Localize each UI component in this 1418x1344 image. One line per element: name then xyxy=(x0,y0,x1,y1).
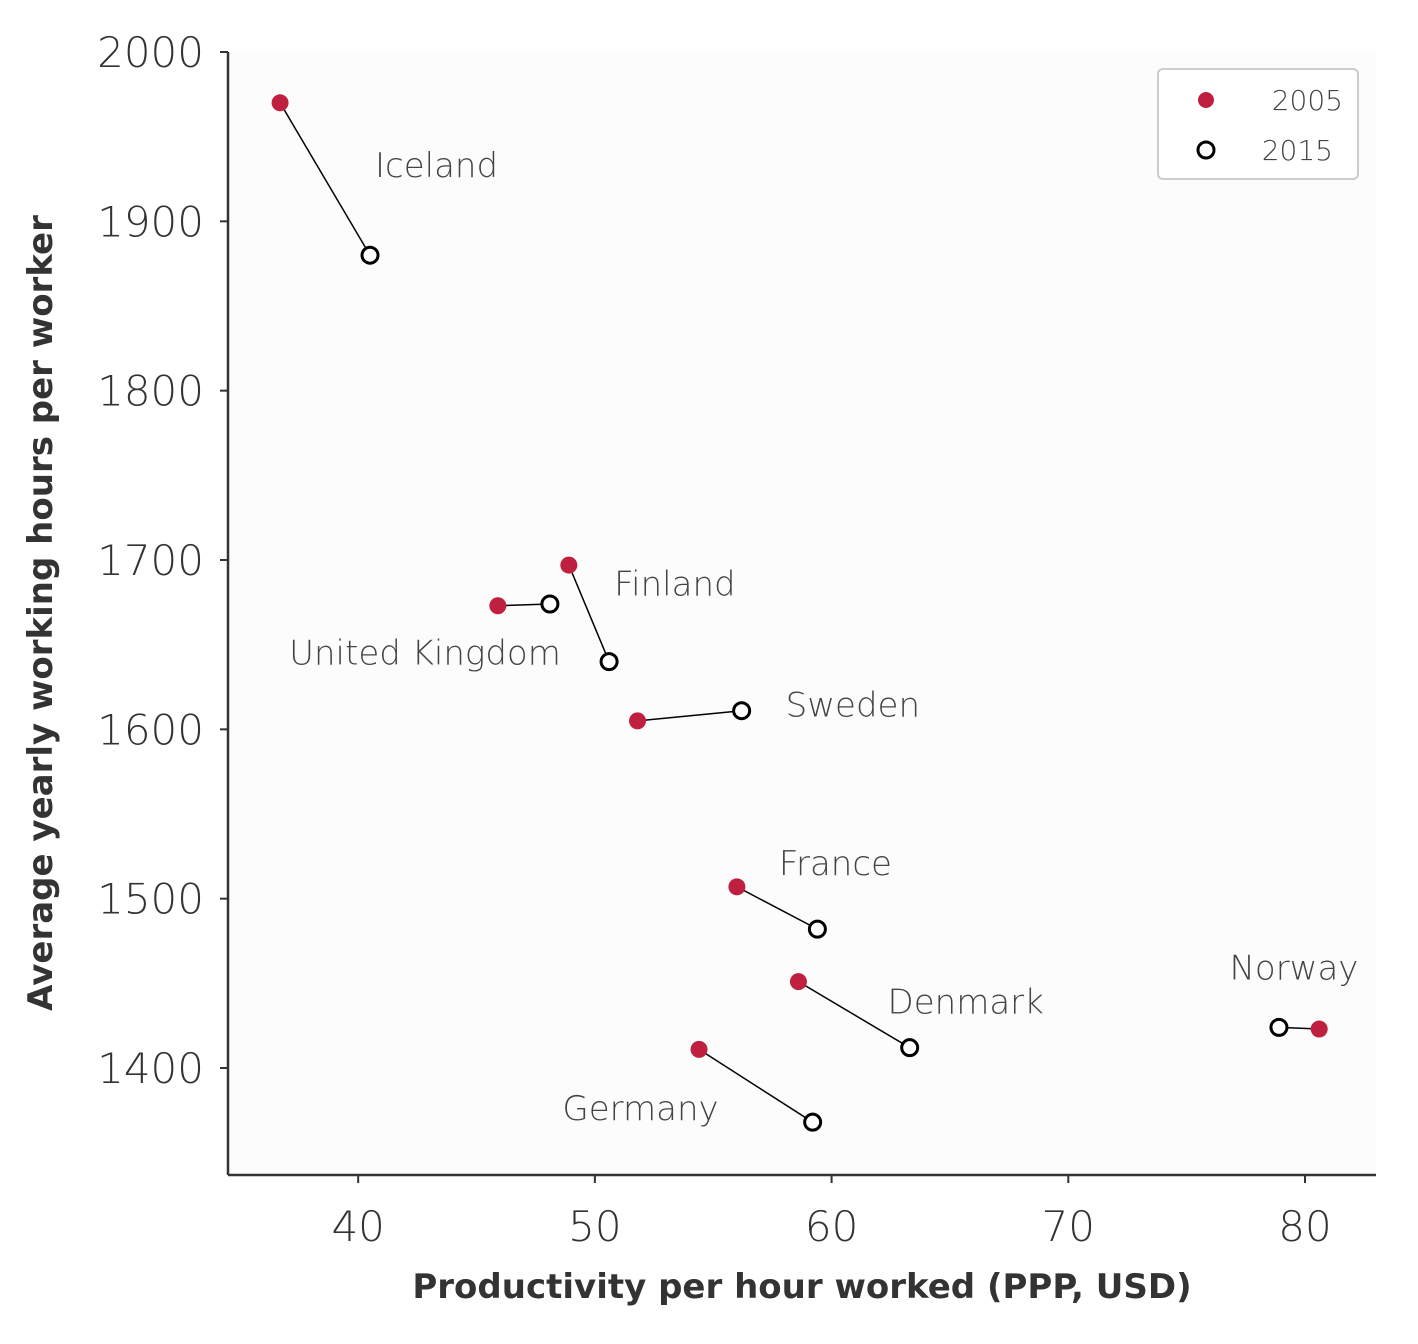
x-axis-title: Productivity per hour worked (PPP, USD) xyxy=(412,1267,1191,1307)
y-axis-ticks: 1400 1500 1600 1700 1800 1900 2000 xyxy=(97,28,228,1093)
point-2015-germany xyxy=(803,1112,823,1132)
y-tick-label-2000: 2000 xyxy=(97,28,204,77)
connector-denmark xyxy=(798,980,911,1049)
x-axis-ticks: 40 50 60 70 80 xyxy=(331,1175,1332,1251)
x-tick-label-40: 40 xyxy=(331,1202,384,1251)
y-tick-label-1500: 1500 xyxy=(97,875,204,924)
point-2015-finland xyxy=(599,652,619,672)
y-tick-label-1900: 1900 xyxy=(97,197,204,246)
legend: 2005 2015 xyxy=(1157,68,1359,180)
country-label-norway: Norway xyxy=(1229,948,1358,988)
connector-germany xyxy=(698,1048,814,1123)
country-label-finland: Finland xyxy=(614,565,736,605)
point-2005-finland xyxy=(560,556,578,574)
x-tick-label-50: 50 xyxy=(568,1202,621,1251)
legend-label-2015: 2015 xyxy=(1262,134,1333,167)
legend-marker-2005 xyxy=(1198,92,1214,108)
country-label-france: France xyxy=(779,844,892,884)
point-2005-iceland xyxy=(271,94,289,112)
legend-label-2005: 2005 xyxy=(1272,84,1343,117)
point-2005-germany xyxy=(690,1040,708,1058)
legend-marker-2015 xyxy=(1196,140,1216,160)
country-label-sweden: Sweden xyxy=(786,686,920,726)
point-2005-united-kingdom xyxy=(489,597,507,615)
point-2005-denmark xyxy=(789,973,807,991)
plot-background xyxy=(228,52,1376,1175)
country-labels: Iceland Finland United Kingdom Sweden France… xyxy=(289,146,1358,1129)
connector-sweden xyxy=(637,709,742,722)
country-label-united-kingdom: United Kingdom xyxy=(289,634,561,674)
x-tick-label-80: 80 xyxy=(1278,1202,1331,1251)
point-2015-norway xyxy=(1269,1017,1289,1037)
point-2015-iceland xyxy=(360,245,380,265)
y-axis-title: Average yearly working hours per worker xyxy=(21,215,61,1011)
country-label-denmark: Denmark xyxy=(888,983,1044,1023)
point-2005-sweden xyxy=(628,712,646,730)
connector-finland xyxy=(568,564,610,662)
point-2015-denmark xyxy=(900,1038,920,1058)
connector-iceland xyxy=(279,102,371,256)
country-label-iceland: Iceland xyxy=(375,146,498,186)
point-2005-france xyxy=(728,878,746,896)
country-label-germany: Germany xyxy=(562,1089,718,1129)
x-tick-label-60: 60 xyxy=(805,1202,858,1251)
y-tick-label-1800: 1800 xyxy=(97,367,204,416)
data-points xyxy=(271,94,1328,1132)
point-2015-sweden xyxy=(732,701,752,721)
point-2015-united-kingdom xyxy=(540,594,560,614)
point-2005-norway xyxy=(1310,1020,1328,1038)
y-tick-label-1400: 1400 xyxy=(97,1044,204,1093)
connector-france xyxy=(736,886,818,930)
y-tick-label-1600: 1600 xyxy=(97,705,204,754)
x-tick-label-70: 70 xyxy=(1042,1202,1095,1251)
y-tick-label-1700: 1700 xyxy=(97,536,204,585)
point-2015-france xyxy=(807,919,827,939)
